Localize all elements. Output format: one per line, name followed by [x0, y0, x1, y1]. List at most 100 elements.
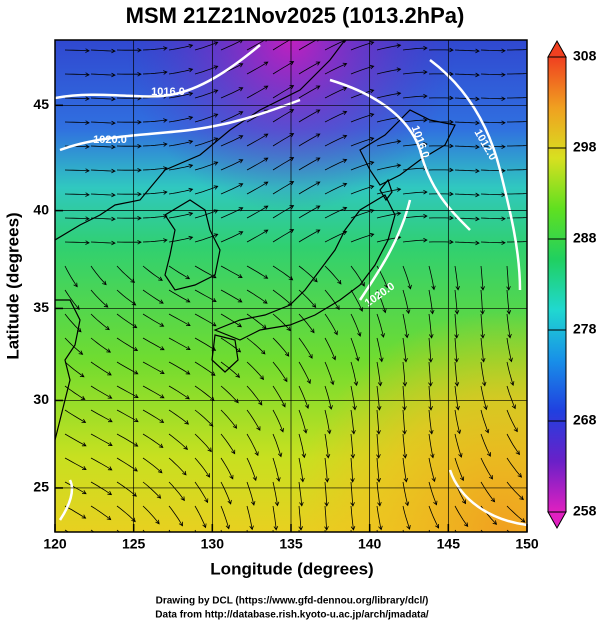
streamline [376, 43, 402, 51]
streamline [90, 313, 110, 331]
streamline [454, 48, 480, 54]
streamline [324, 134, 348, 147]
x-tick-label: 130 [201, 536, 225, 552]
streamline [194, 481, 209, 504]
streamline [350, 457, 355, 483]
streamline [246, 361, 265, 381]
streamline [298, 481, 304, 507]
streamline [480, 120, 506, 126]
streamline [220, 265, 243, 279]
streamline [376, 313, 385, 338]
streamline [480, 337, 486, 363]
streamline [402, 237, 428, 243]
streamline [246, 133, 269, 147]
streamline [116, 409, 139, 423]
streamline [64, 409, 87, 423]
streamlines [64, 40, 527, 532]
streamline [64, 192, 90, 197]
streamline [428, 385, 433, 411]
streamline [507, 49, 527, 51]
streamline [194, 113, 219, 123]
streamline [142, 313, 165, 327]
streamline [168, 505, 183, 527]
y-tick-label: 40 [33, 201, 49, 217]
streamline [298, 289, 317, 308]
streamline [298, 109, 321, 123]
streamline [142, 457, 163, 474]
streamline [194, 505, 207, 529]
streamline [116, 239, 142, 245]
streamline [116, 361, 139, 375]
streamline [376, 505, 383, 531]
streamline [168, 67, 194, 75]
x-tick-label: 120 [43, 536, 67, 552]
streamline [324, 361, 335, 386]
streamline [324, 529, 326, 532]
streamline [90, 505, 112, 521]
streamline [428, 119, 454, 125]
streamline [324, 265, 342, 285]
streamline [376, 337, 384, 363]
y-tick-label: 30 [33, 391, 49, 407]
streamline [350, 481, 355, 507]
streamline [298, 229, 321, 243]
streamline [90, 337, 112, 353]
streamline [298, 205, 321, 219]
streamline [220, 159, 244, 171]
footer-line: Data from http://database.rish.kyoto-u.a… [155, 610, 429, 621]
streamline [90, 48, 116, 54]
streamline [194, 185, 219, 195]
streamline [298, 385, 310, 409]
streamline [480, 289, 485, 315]
streamline [220, 87, 244, 99]
streamline [454, 144, 480, 150]
streamline [506, 457, 523, 478]
streamline [402, 93, 428, 99]
streamline [480, 72, 506, 78]
streamline [246, 265, 269, 279]
streamline [480, 361, 487, 387]
streamline [142, 190, 168, 195]
streamline [298, 61, 321, 75]
streamline [64, 337, 84, 355]
streamline [194, 433, 212, 453]
streamline [220, 40, 244, 51]
streamline [507, 145, 527, 147]
streamline [350, 505, 356, 531]
streamline [507, 169, 527, 171]
streamline [116, 119, 142, 125]
streamline [428, 481, 438, 506]
streamline [64, 240, 90, 245]
streamline [246, 313, 267, 330]
streamline [246, 457, 257, 482]
streamline [506, 481, 524, 501]
streamline [168, 337, 191, 351]
streamline [376, 91, 402, 99]
streamline [90, 361, 112, 376]
streamline [272, 409, 284, 433]
y-tick-label: 35 [33, 299, 49, 315]
streamline [506, 265, 511, 291]
streamline [376, 457, 381, 483]
streamline [480, 48, 506, 54]
streamline [116, 143, 142, 149]
streamline [142, 214, 168, 219]
streamline [480, 265, 485, 291]
streamline [454, 168, 480, 174]
streamline [480, 481, 496, 503]
streamline [454, 361, 460, 387]
streamline [64, 72, 90, 77]
streamline [64, 168, 90, 173]
streamline [142, 361, 165, 375]
streamline [246, 433, 259, 457]
streamline [246, 157, 269, 171]
streamline [376, 211, 402, 219]
streamline [506, 337, 513, 363]
streamline [246, 529, 248, 532]
streamline [428, 239, 454, 245]
streamline [116, 433, 139, 447]
streamline [480, 216, 506, 222]
streamline [116, 385, 139, 398]
y-tick-label: 25 [33, 479, 49, 495]
streamline [428, 71, 454, 77]
